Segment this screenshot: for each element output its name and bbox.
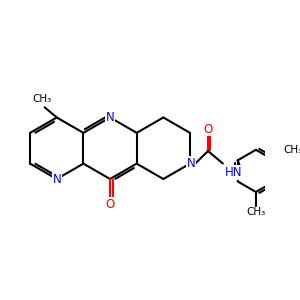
Text: CH₃: CH₃ <box>32 94 52 104</box>
Text: CH₃: CH₃ <box>246 207 266 217</box>
Text: O: O <box>203 122 213 136</box>
Text: O: O <box>105 198 115 211</box>
Text: CH₃: CH₃ <box>284 145 300 155</box>
Text: HN: HN <box>224 166 242 179</box>
Text: N: N <box>187 157 195 170</box>
Text: N: N <box>52 172 61 185</box>
Text: N: N <box>106 111 114 124</box>
